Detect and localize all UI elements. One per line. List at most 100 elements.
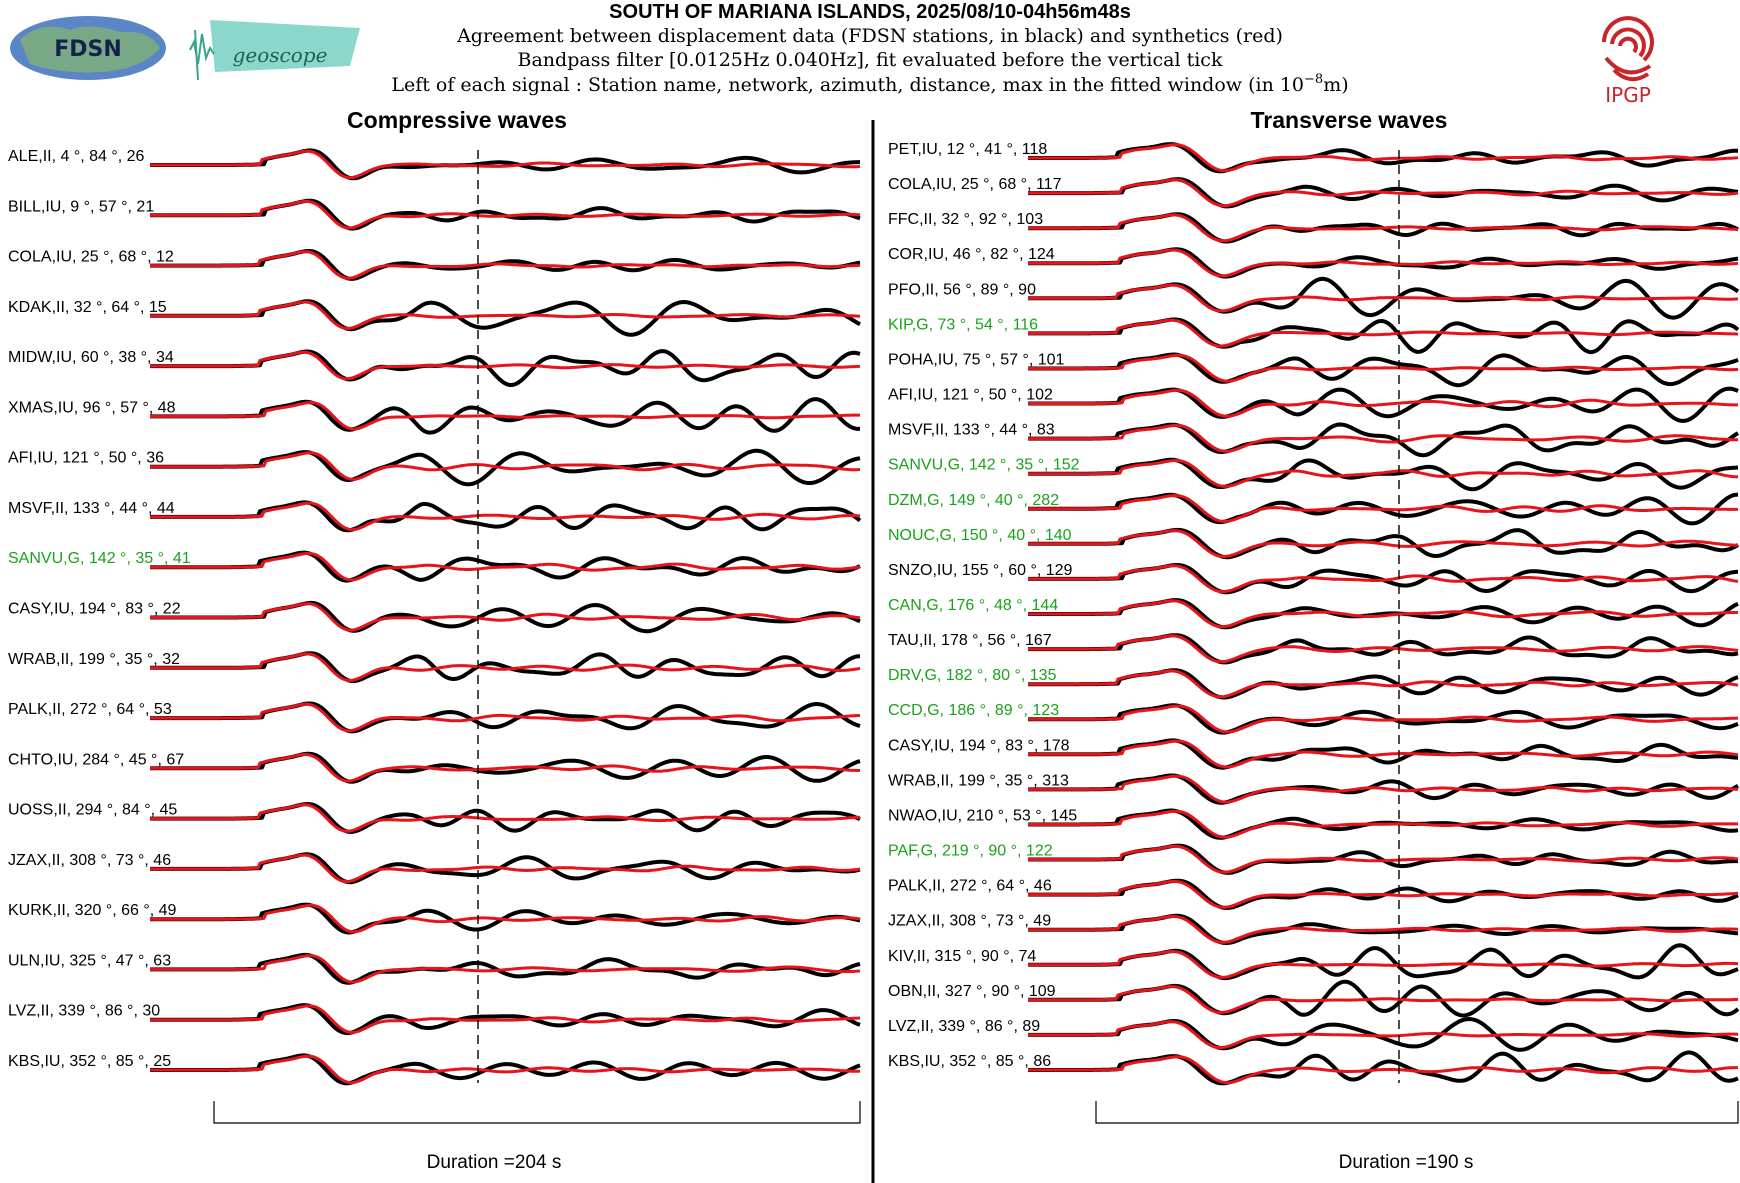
station-label: CAN,G, 176 °, 48 °, 144 — [888, 597, 1058, 614]
fdsn-logo: FDSN — [10, 16, 166, 80]
station-label: FFC,II, 32 °, 92 °, 103 — [888, 211, 1043, 228]
station-label: CHTO,IU, 284 °, 45 °, 67 — [8, 751, 184, 768]
station-label: KDAK,II, 32 °, 64 °, 15 — [8, 299, 167, 316]
synthetic-trace — [1028, 494, 1738, 523]
subtitle-line-2: Bandpass filter [0.0125Hz 0.040Hz], fit … — [518, 49, 1223, 71]
subtitle-line-3-exponent: −8 — [1304, 72, 1323, 87]
station-label: LVZ,II, 339 °, 86 °, 89 — [888, 1018, 1040, 1035]
synthetic-trace — [1028, 529, 1739, 558]
geoscope-map-shape — [210, 20, 360, 72]
station-label: XMAS,IU, 96 °, 57 °, 48 — [8, 399, 176, 416]
data-trace — [1028, 563, 1739, 595]
synthetic-trace — [150, 300, 861, 330]
synthetic-trace — [150, 1054, 860, 1085]
synthetic-trace — [1028, 143, 1739, 173]
fdsn-logo-text: FDSN — [54, 37, 122, 62]
synthetic-trace — [1028, 879, 1739, 909]
station-label: KIV,II, 315 °, 90 °, 74 — [888, 948, 1036, 965]
station-label: JZAX,II, 308 °, 73 °, 49 — [888, 913, 1051, 930]
station-label: KBS,IU, 352 °, 85 °, 86 — [888, 1053, 1051, 1070]
transverse-duration-bracket — [1095, 1101, 1739, 1124]
compressive-duration-bracket — [213, 1101, 861, 1124]
station-label: KBS,IU, 352 °, 85 °, 25 — [8, 1053, 171, 1070]
transverse-traces — [1028, 142, 1740, 1086]
subtitle-line-1: Agreement between displacement data (FDS… — [456, 25, 1283, 47]
station-label: AFI,IU, 121 °, 50 °, 102 — [888, 387, 1053, 404]
station-label: CASY,IU, 194 °, 83 °, 178 — [888, 737, 1070, 754]
data-trace — [1028, 598, 1739, 630]
data-trace — [150, 299, 861, 337]
synthetic-trace — [1028, 634, 1739, 664]
station-label: MSVF,II, 133 °, 44 °, 44 — [8, 500, 175, 517]
synthetic-trace — [150, 753, 860, 783]
synthetic-trace — [1028, 459, 1739, 488]
subtitle-line-3: Left of each signal : Station name, netw… — [391, 72, 1348, 96]
station-label: KIP,G, 73 °, 54 °, 116 — [888, 316, 1038, 333]
synthetic-trace — [1028, 564, 1739, 594]
ipgp-logo: IPGP — [1602, 16, 1654, 107]
synthetic-trace — [150, 803, 861, 833]
station-label: LVZ,II, 339 °, 86 °, 30 — [8, 1003, 160, 1020]
station-label: AFI,IU, 121 °, 50 °, 36 — [8, 450, 164, 467]
subtitle-line-3-prefix: Left of each signal : Station name, netw… — [391, 74, 1304, 96]
synthetic-trace — [1028, 599, 1739, 629]
synthetic-trace — [150, 350, 861, 381]
synthetic-trace — [150, 602, 861, 632]
station-label: NOUC,G, 150 °, 40 °, 140 — [888, 527, 1072, 544]
subtitle-line-3-suffix: m) — [1323, 74, 1348, 96]
transverse-panel: Transverse waves PET,IU, 12 °, 41 °, 118… — [888, 107, 1740, 1173]
synthetic-trace — [150, 702, 860, 733]
station-label: JZAX,II, 308 °, 73 °, 46 — [8, 852, 171, 869]
synthetic-trace — [1028, 985, 1738, 1014]
fdsn-land-shape — [20, 26, 160, 73]
synthetic-trace — [1028, 213, 1739, 243]
synthetic-trace — [150, 451, 861, 481]
synthetic-trace — [150, 954, 861, 984]
compressive-station-labels: ALE,II, 4 °, 84 °, 26 BILL,IU, 9 °, 57 °,… — [8, 148, 191, 1070]
station-label: SNZO,IU, 155 °, 60 °, 129 — [888, 562, 1073, 579]
transverse-station-labels: PET,IU, 12 °, 41 °, 118 COLA,IU, 25 °, 68… — [888, 141, 1080, 1070]
data-trace — [1028, 943, 1739, 981]
data-trace — [1028, 1050, 1739, 1086]
synthetic-trace — [150, 401, 860, 431]
station-label: MSVF,II, 133 °, 44 °, 83 — [888, 422, 1055, 439]
station-label: CCD,G, 186 °, 89 °, 123 — [888, 702, 1059, 719]
synthetic-trace — [1028, 283, 1739, 313]
station-label: PALK,II, 272 °, 64 °, 46 — [888, 878, 1052, 895]
synthetic-trace — [1028, 1020, 1739, 1050]
compressive-panel-title: Compressive waves — [347, 107, 567, 133]
station-label: KURK,II, 320 °, 66 °, 49 — [8, 902, 177, 919]
station-label: MIDW,IU, 60 °, 38 °, 34 — [8, 349, 174, 366]
synthetic-trace — [1028, 423, 1738, 453]
synthetic-trace — [1028, 248, 1739, 278]
synthetic-trace — [150, 250, 861, 280]
station-label: NWAO,IU, 210 °, 53 °, 145 — [888, 808, 1077, 825]
station-label: WRAB,II, 199 °, 35 °, 313 — [888, 772, 1069, 789]
synthetic-trace — [1028, 809, 1738, 839]
station-label: DZM,G, 149 °, 40 °, 282 — [888, 492, 1059, 509]
station-label: COLA,IU, 25 °, 68 °, 117 — [888, 176, 1062, 193]
synthetic-trace — [150, 199, 861, 230]
synthetic-trace — [1028, 388, 1738, 418]
station-label: OBN,II, 327 °, 90 °, 109 — [888, 983, 1056, 1000]
station-label: WRAB,II, 199 °, 35 °, 32 — [8, 651, 180, 668]
synthetic-trace — [1028, 915, 1739, 944]
compressive-traces — [150, 148, 862, 1086]
station-label: PAF,G, 219 °, 90 °, 122 — [888, 843, 1053, 860]
ipgp-emblem-icon — [1602, 16, 1654, 82]
synthetic-trace — [1028, 318, 1739, 348]
station-label: ALE,II, 4 °, 84 °, 26 — [8, 148, 145, 165]
synthetic-trace — [1028, 950, 1739, 979]
compressive-panel: Compressive waves ALE,II, 4 °, 84 °, 26 B… — [8, 107, 862, 1173]
synthetic-trace — [150, 853, 861, 884]
station-label: SANVU,G, 142 °, 35 °, 152 — [888, 457, 1080, 474]
station-label: PFO,II, 56 °, 89 °, 90 — [888, 281, 1036, 298]
synthetic-trace — [150, 1004, 861, 1034]
synthetic-trace — [150, 652, 861, 682]
synthetic-trace — [1028, 844, 1739, 874]
synthetic-trace — [1028, 1055, 1738, 1085]
transverse-panel-title: Transverse waves — [1251, 107, 1448, 133]
station-label: DRV,G, 182 °, 80 °, 135 — [888, 667, 1057, 684]
synthetic-trace — [1028, 669, 1739, 699]
station-label: PALK,II, 272 °, 64 °, 53 — [8, 701, 172, 718]
